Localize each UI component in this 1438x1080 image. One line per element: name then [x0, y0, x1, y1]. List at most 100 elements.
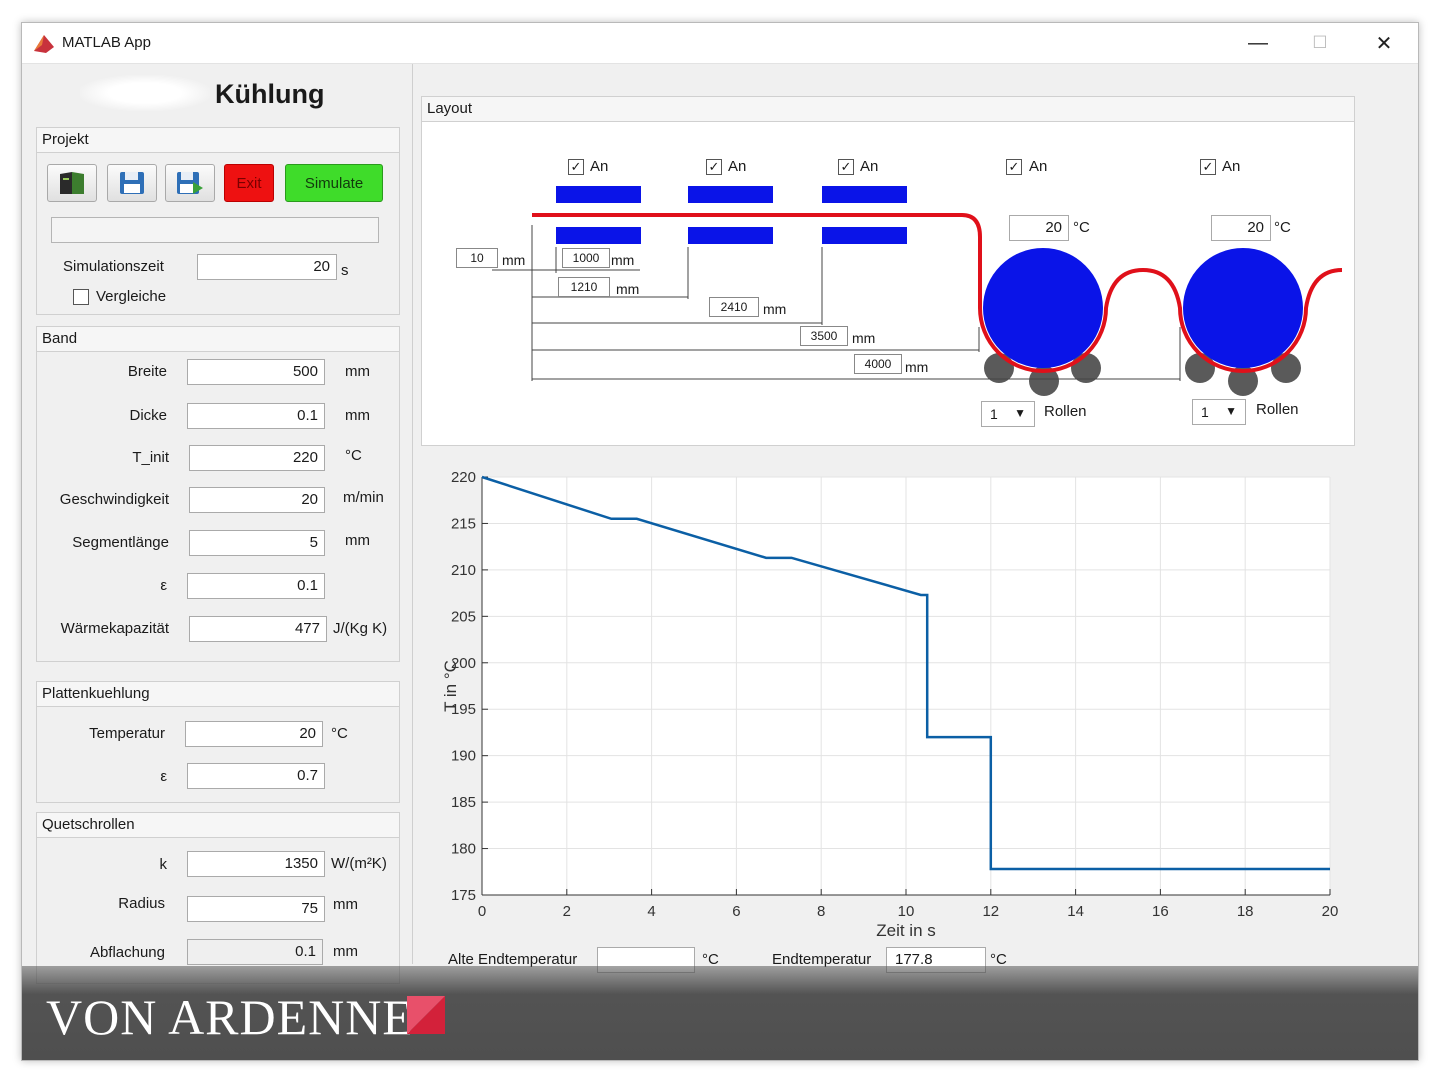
- roller-1-count-select[interactable]: 1 ▼: [981, 401, 1035, 427]
- y-tick-label: 190: [451, 748, 476, 765]
- breite-input[interactable]: 500: [187, 359, 325, 385]
- cooler-2-bottom: [688, 227, 773, 244]
- y-tick-label: 200: [451, 655, 476, 672]
- roller-2-temp-unit: °C: [1274, 219, 1291, 236]
- waermekapazitaet-input[interactable]: 477: [189, 616, 327, 642]
- x-tick-label: 8: [817, 903, 825, 920]
- cooler-3-label: An: [860, 158, 879, 175]
- progress-bar: [51, 217, 379, 243]
- simzeit-unit: s: [341, 262, 349, 279]
- branding-banner: VON ARDENNE: [22, 966, 1418, 1060]
- floppy-save-icon: [120, 172, 144, 194]
- matlab-icon: [34, 35, 54, 53]
- dim-2410[interactable]: 2410: [709, 297, 759, 317]
- chevron-down-icon: ▼: [1225, 404, 1237, 418]
- plattenkuehlung-title: Plattenkuehlung: [37, 682, 399, 707]
- dim-3500-unit: mm: [852, 330, 876, 346]
- dicke-unit: mm: [345, 407, 370, 424]
- y-tick-label: 175: [451, 887, 476, 904]
- exit-button[interactable]: Exit: [224, 164, 274, 202]
- breite-label: Breite: [127, 363, 167, 380]
- platten-temperatur-input[interactable]: 20: [185, 721, 323, 747]
- geschwindigkeit-input[interactable]: 20: [189, 487, 325, 513]
- dim-1210-unit: mm: [616, 281, 640, 297]
- projekt-panel: Projekt Exit Simulate: [36, 127, 400, 315]
- close-button[interactable]: ✕: [1375, 32, 1393, 55]
- cooler-1-label: An: [590, 158, 609, 175]
- save-button[interactable]: [107, 164, 157, 202]
- segmentlaenge-input[interactable]: 5: [189, 530, 325, 556]
- quetschrollen-panel: Quetschrollen k 1350 W/(m²K) Radius 75 m…: [36, 812, 400, 984]
- dim-4000[interactable]: 4000: [854, 354, 902, 374]
- y-tick-label: 210: [451, 562, 476, 579]
- dim-1000-unit: mm: [611, 252, 635, 268]
- dim-2410-unit: mm: [763, 301, 787, 317]
- dim-1210[interactable]: 1210: [558, 277, 610, 297]
- roller-1: [983, 248, 1103, 368]
- roller-1-temp-input[interactable]: 20: [1009, 215, 1069, 241]
- platten-epsilon-input[interactable]: 0.7: [187, 763, 325, 789]
- cooler-1-bottom: [556, 227, 641, 244]
- simzeit-label: Simulationszeit: [63, 258, 164, 275]
- blurred-logo: [80, 75, 210, 111]
- save-as-button[interactable]: [165, 164, 215, 202]
- dim-3500[interactable]: 3500: [800, 326, 848, 346]
- cooler-2-label: An: [728, 158, 747, 175]
- cooler-3-bottom: [822, 227, 907, 244]
- geschwindigkeit-unit: m/min: [343, 489, 384, 506]
- x-tick-label: 0: [478, 903, 486, 920]
- platten-temperatur-unit: °C: [331, 725, 348, 742]
- y-tick-label: 215: [451, 515, 476, 532]
- alte-endtemperatur-label: Alte Endtemperatur: [448, 951, 578, 968]
- roller-1-count-value: 1: [990, 406, 998, 422]
- t-init-input[interactable]: 220: [189, 445, 325, 471]
- cooler-2-top: [688, 186, 773, 203]
- radius-input[interactable]: 75: [187, 896, 325, 922]
- abflachung-input[interactable]: 0.1: [187, 939, 323, 965]
- support-roller: [1228, 366, 1258, 396]
- vergleiche-checkbox[interactable]: [73, 289, 89, 305]
- roller-1-label: An: [1029, 158, 1048, 175]
- epsilon-label: ε: [160, 577, 167, 594]
- cooler-3-checkbox[interactable]: ✓: [838, 159, 854, 175]
- abflachung-label: Abflachung: [89, 944, 165, 961]
- roller-2-temp-input[interactable]: 20: [1211, 215, 1271, 241]
- cooler-1-checkbox[interactable]: ✓: [568, 159, 584, 175]
- roller-1-checkbox[interactable]: ✓: [1006, 159, 1022, 175]
- k-input[interactable]: 1350: [187, 851, 325, 877]
- y-tick-label: 205: [451, 608, 476, 625]
- column-divider: [412, 64, 413, 964]
- x-tick-label: 16: [1152, 903, 1169, 920]
- y-axis-label: T in °C: [441, 660, 460, 712]
- k-unit: W/(m²K): [331, 855, 387, 872]
- minimize-button[interactable]: —: [1248, 31, 1268, 54]
- maximize-button[interactable]: ☐: [1312, 33, 1328, 52]
- simzeit-input[interactable]: 20: [197, 254, 337, 280]
- x-tick-label: 10: [898, 903, 915, 920]
- open-button[interactable]: [47, 164, 97, 202]
- platten-epsilon-label: ε: [160, 768, 167, 785]
- cooler-3-top: [822, 186, 907, 203]
- temperature-series-line: [481, 475, 1330, 871]
- layout-panel: Layout ✓ An ✓ An ✓ An ✓ An ✓ An: [421, 96, 1355, 446]
- alte-endtemperatur-unit: °C: [702, 951, 719, 968]
- dim-10[interactable]: 10: [456, 248, 498, 268]
- simulate-button[interactable]: Simulate: [285, 164, 383, 202]
- geschwindigkeit-label: Geschwindigkeit: [59, 491, 169, 508]
- roller-2-count-select[interactable]: 1 ▼: [1192, 399, 1246, 425]
- x-tick-label: 4: [647, 903, 655, 920]
- roller-2-checkbox[interactable]: ✓: [1200, 159, 1216, 175]
- cooler-2-checkbox[interactable]: ✓: [706, 159, 722, 175]
- dicke-input[interactable]: 0.1: [187, 403, 325, 429]
- plattenkuehlung-panel: Plattenkuehlung Temperatur 20 °C ε 0.7: [36, 681, 400, 803]
- radius-label: Radius: [118, 895, 165, 912]
- dim-1000[interactable]: 1000: [562, 248, 610, 268]
- platten-temperatur-label: Temperatur: [89, 725, 165, 742]
- t-init-label: T_init: [132, 449, 169, 466]
- y-tick-label: 220: [451, 469, 476, 486]
- breite-unit: mm: [345, 363, 370, 380]
- roller-2-count-label: Rollen: [1256, 401, 1299, 418]
- x-tick-label: 14: [1067, 903, 1084, 920]
- epsilon-input[interactable]: 0.1: [187, 573, 325, 599]
- roller-2-count-value: 1: [1201, 404, 1209, 420]
